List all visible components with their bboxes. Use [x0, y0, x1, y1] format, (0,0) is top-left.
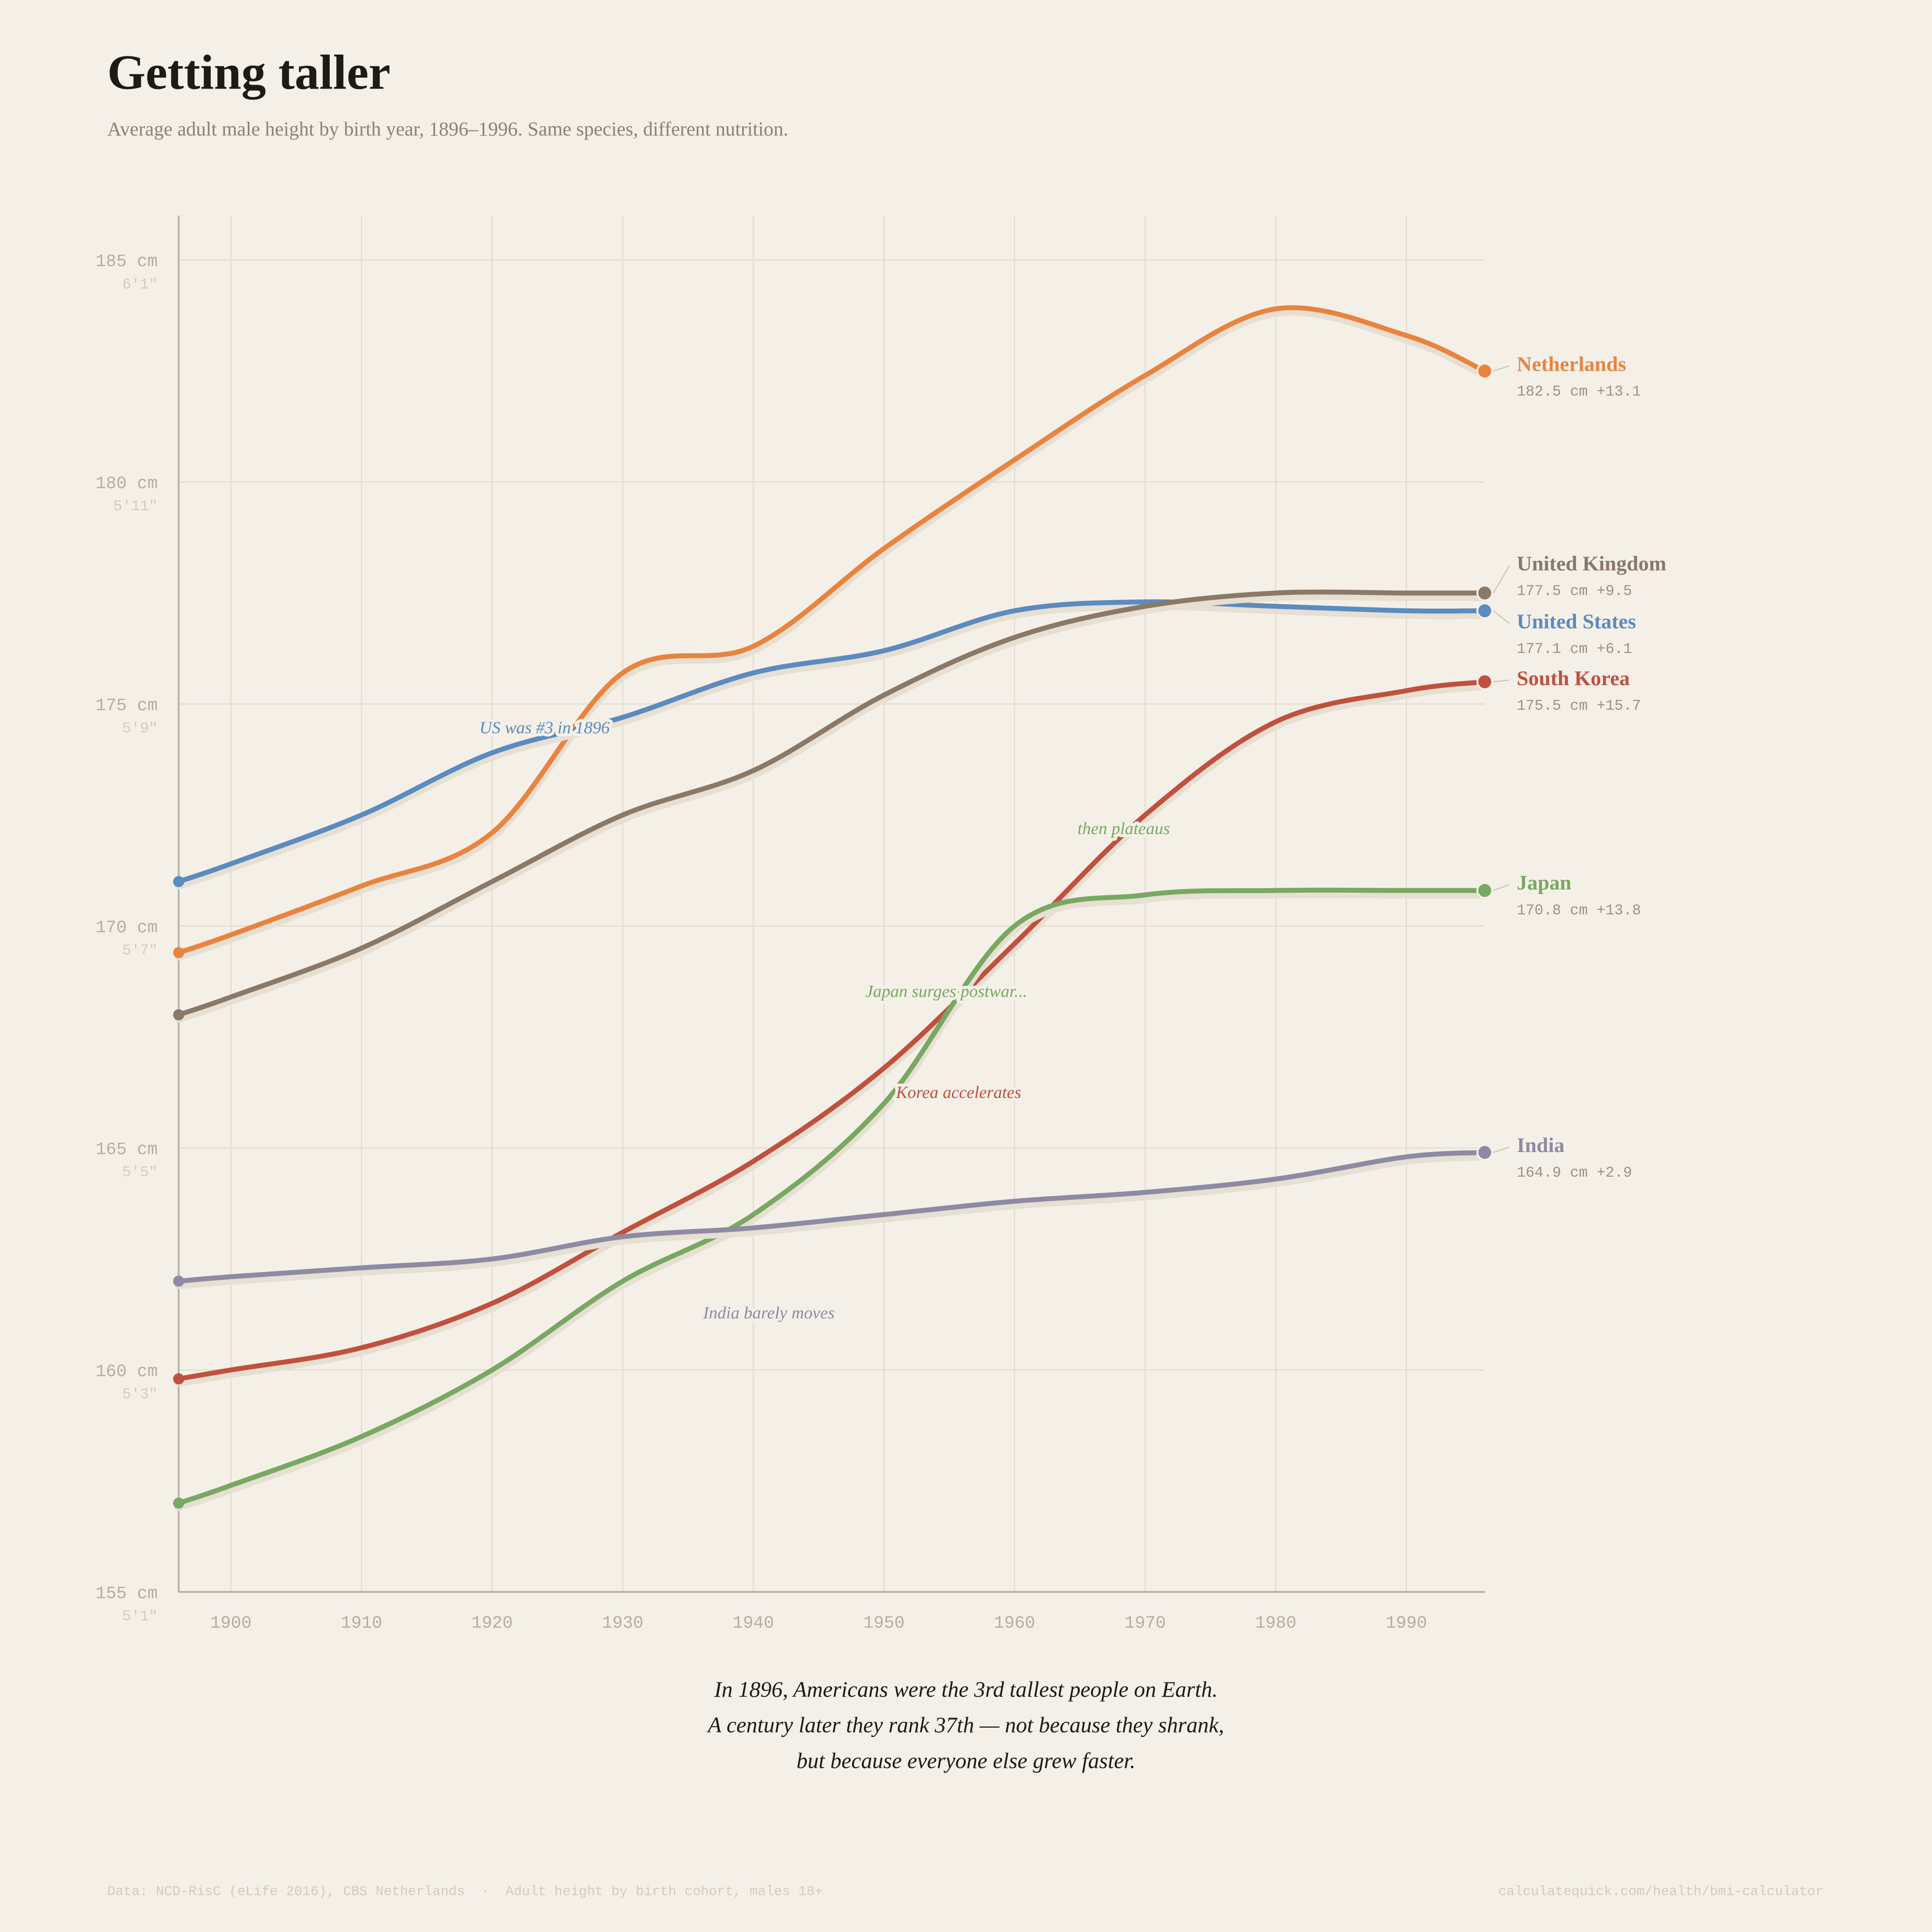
start-dot: [173, 876, 184, 887]
end-dot: [1476, 673, 1493, 691]
end-value-label: 164.9 cm +2.9: [1517, 1164, 1632, 1181]
y-tick-label: 165 cm: [96, 1140, 158, 1160]
start-dot: [173, 1009, 184, 1021]
y-tick-label: 175 cm: [96, 696, 158, 716]
line-shadow: [174, 591, 1489, 1023]
legend-label: South Korea: [1517, 667, 1630, 690]
x-tick-label: 1920: [471, 1613, 513, 1633]
legend-label: United Kingdom: [1517, 552, 1666, 576]
line-shadow: [174, 681, 1489, 1387]
end-dot: [1476, 362, 1493, 380]
end-value-label: 182.5 cm +13.1: [1517, 383, 1641, 400]
end-value-label: 175.5 cm +15.7: [1517, 697, 1641, 714]
end-value-label: 170.8 cm +13.8: [1517, 902, 1641, 919]
legend-label: Japan: [1517, 871, 1572, 894]
x-tick-label: 1940: [733, 1613, 774, 1633]
y-tick-sublabel: 5'11": [113, 498, 157, 515]
line-shadow: [174, 307, 1489, 961]
line-shadow: [174, 889, 1489, 1511]
caption: In 1896, Americans were the 3rd tallest …: [714, 1677, 1218, 1702]
label-connector: [1493, 884, 1510, 891]
x-tick-label: 1990: [1385, 1613, 1427, 1633]
y-tick-label: 180 cm: [96, 474, 158, 494]
label-connector: [1493, 365, 1510, 372]
end-value-label: 177.5 cm +9.5: [1517, 583, 1632, 600]
line: [176, 599, 1487, 884]
x-tick-label: 1970: [1124, 1613, 1166, 1633]
annotation: US was #3 in 1896: [479, 718, 610, 737]
x-tick-label: 1910: [341, 1613, 382, 1633]
end-dot: [1476, 882, 1493, 899]
x-tick-label: 1900: [210, 1613, 252, 1633]
line-shadow: [174, 601, 1489, 890]
label-connector: [1493, 610, 1510, 624]
annotation: Japan surges postwar...: [865, 982, 1027, 1001]
y-tick-label: 170 cm: [96, 918, 158, 937]
y-tick-sublabel: 6'1": [122, 276, 157, 293]
start-dot: [173, 947, 184, 958]
y-tick-label: 160 cm: [96, 1362, 158, 1381]
start-dot: [173, 1275, 184, 1287]
chart-subtitle: Average adult male height by birth year,…: [107, 118, 788, 140]
x-tick-label: 1930: [602, 1613, 644, 1633]
credit: calculatequick.com/health/bmi-calculator: [1498, 1884, 1823, 1899]
line: [176, 887, 1487, 1506]
source-note: Data: NCD-RisC (eLife 2016), CBS Netherl…: [107, 1884, 823, 1899]
line-shadow: [174, 1152, 1489, 1289]
line: [176, 1150, 1487, 1284]
end-dot: [1476, 1144, 1493, 1161]
y-tick-label: 155 cm: [96, 1584, 158, 1603]
y-tick-sublabel: 5'5": [122, 1164, 157, 1181]
legend-label: Netherlands: [1517, 352, 1627, 376]
end-dot: [1476, 585, 1493, 602]
annotation: Korea accelerates: [895, 1083, 1021, 1102]
line: [176, 305, 1487, 955]
label-connector: [1493, 679, 1510, 682]
annotation: India barely moves: [703, 1304, 835, 1322]
y-tick-sublabel: 5'9": [122, 720, 157, 737]
line: [176, 589, 1487, 1017]
x-tick-label: 1980: [1255, 1613, 1296, 1633]
y-tick-sublabel: 5'7": [122, 942, 157, 959]
legend-label: United States: [1517, 610, 1636, 633]
y-tick-sublabel: 5'1": [122, 1608, 157, 1625]
label-connector: [1493, 1146, 1510, 1153]
annotation: then plateaus: [1077, 819, 1170, 838]
line: [176, 679, 1487, 1381]
end-dot: [1476, 602, 1493, 619]
caption: A century later they rank 37th — not bec…: [707, 1713, 1224, 1737]
start-dot: [173, 1497, 184, 1509]
caption: but because everyone else grew faster.: [797, 1749, 1135, 1773]
start-dot: [173, 1373, 184, 1385]
legend-label: India: [1517, 1134, 1565, 1157]
y-tick-sublabel: 5'3": [122, 1386, 157, 1403]
x-tick-label: 1950: [863, 1613, 905, 1633]
end-value-label: 177.1 cm +6.1: [1517, 640, 1632, 657]
y-tick-label: 185 cm: [96, 252, 158, 271]
label-connector: [1492, 565, 1510, 593]
chart-title: Getting taller: [107, 45, 390, 99]
x-tick-label: 1960: [994, 1613, 1035, 1633]
